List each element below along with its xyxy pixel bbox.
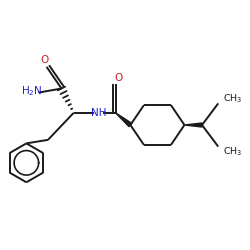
Text: O: O	[114, 73, 122, 83]
Text: O: O	[40, 55, 48, 65]
Text: CH$_3$: CH$_3$	[223, 145, 242, 158]
Polygon shape	[116, 113, 132, 127]
Text: H$_2$N: H$_2$N	[21, 84, 42, 98]
Polygon shape	[184, 123, 202, 127]
Text: CH$_3$: CH$_3$	[223, 92, 242, 105]
Text: NH: NH	[91, 108, 106, 118]
